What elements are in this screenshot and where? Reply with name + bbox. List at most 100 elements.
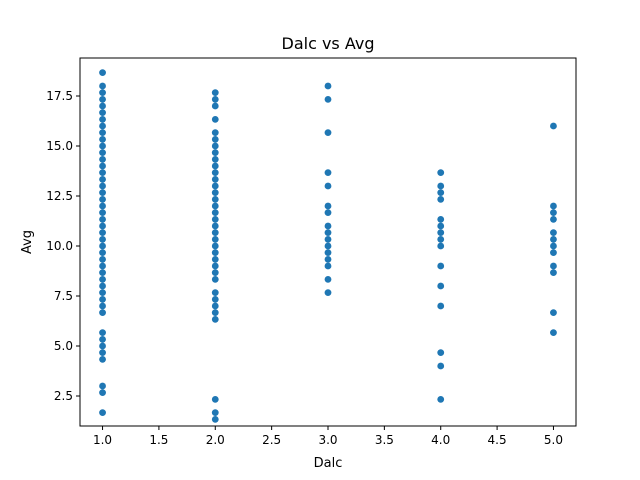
- data-point: [550, 236, 557, 243]
- data-point: [211, 416, 219, 423]
- data-point: [99, 262, 106, 270]
- data-point: [99, 169, 106, 177]
- data-point: [211, 409, 219, 416]
- data-point: [550, 202, 557, 210]
- data-point: [211, 156, 219, 163]
- y-axis-ticks: 2.5 5.0 7.5 10.0 12.5 15.0 17.5: [46, 89, 80, 403]
- data-point: [99, 236, 106, 243]
- y-tick-label: 10.0: [46, 239, 73, 253]
- data-point: [324, 202, 332, 210]
- data-point: [211, 209, 219, 217]
- x-tick-label: 5.0: [544, 433, 563, 447]
- data-point: [211, 249, 219, 256]
- data-point: [99, 176, 106, 183]
- data-point: [211, 216, 219, 223]
- data-point: [211, 316, 219, 323]
- data-point: [437, 216, 445, 223]
- chart-title: Dalc vs Avg: [282, 34, 375, 53]
- data-point: [437, 236, 445, 243]
- data-point: [99, 142, 106, 150]
- data-point: [211, 296, 219, 303]
- data-point: [324, 169, 332, 177]
- data-point: [99, 136, 106, 143]
- data-point: [550, 329, 557, 336]
- y-tick-label: 15.0: [46, 139, 73, 153]
- data-point: [99, 109, 106, 116]
- data-point: [99, 122, 106, 130]
- data-point: [99, 196, 106, 203]
- data-point: [99, 229, 106, 237]
- data-point: [99, 89, 106, 96]
- data-point: [211, 196, 219, 203]
- data-point: [99, 202, 106, 210]
- data-point: [211, 89, 219, 96]
- data-point: [324, 289, 332, 296]
- data-point: [99, 129, 106, 137]
- data-point: [437, 302, 445, 310]
- data-point: [437, 196, 445, 203]
- data-point: [99, 242, 106, 250]
- data-point: [99, 309, 106, 316]
- x-tick-label: 4.5: [488, 433, 507, 447]
- data-point: [324, 229, 332, 237]
- data-point: [99, 82, 106, 90]
- data-point: [211, 149, 219, 157]
- data-point: [550, 209, 557, 217]
- data-point: [211, 229, 219, 237]
- data-point: [324, 129, 332, 137]
- data-point: [99, 102, 106, 110]
- data-point: [550, 229, 557, 237]
- data-point: [437, 169, 445, 177]
- y-tick-label: 7.5: [54, 289, 73, 303]
- data-point: [99, 409, 106, 416]
- data-point: [550, 269, 557, 276]
- data-point: [211, 162, 219, 170]
- data-point: [99, 182, 106, 190]
- data-point: [99, 282, 106, 290]
- data-point: [99, 162, 106, 170]
- data-point: [324, 182, 332, 190]
- data-point: [324, 249, 332, 256]
- data-point: [99, 269, 106, 276]
- data-point: [99, 349, 106, 356]
- data-point: [211, 242, 219, 250]
- x-tick-label: 1.5: [149, 433, 168, 447]
- data-point: [211, 176, 219, 183]
- data-point: [211, 116, 219, 123]
- data-point: [550, 262, 557, 270]
- data-point: [324, 262, 332, 270]
- x-axis-label: Dalc: [314, 456, 343, 471]
- data-point: [99, 302, 106, 310]
- data-point: [211, 302, 219, 310]
- data-point: [99, 289, 106, 296]
- data-point: [437, 222, 445, 230]
- data-point: [211, 289, 219, 296]
- data-point: [437, 282, 445, 290]
- data-point: [99, 296, 106, 303]
- data-point: [437, 229, 445, 237]
- data-point: [211, 256, 219, 263]
- data-point: [99, 249, 106, 256]
- y-tick-label: 5.0: [54, 339, 73, 353]
- x-tick-label: 4.0: [431, 433, 450, 447]
- data-point: [550, 309, 557, 316]
- data-point: [437, 349, 445, 356]
- data-point: [211, 142, 219, 150]
- y-tick-label: 12.5: [46, 189, 73, 203]
- data-point: [99, 209, 106, 217]
- x-tick-label: 1.0: [93, 433, 112, 447]
- data-point: [324, 96, 332, 103]
- data-point: [324, 256, 332, 263]
- data-point: [99, 216, 106, 223]
- data-point: [437, 189, 445, 197]
- data-point: [211, 309, 219, 316]
- data-point: [99, 149, 106, 157]
- data-point: [211, 129, 219, 137]
- data-point: [550, 242, 557, 250]
- data-point: [211, 102, 219, 110]
- data-point: [437, 362, 445, 370]
- data-point: [324, 82, 332, 90]
- data-point: [211, 182, 219, 190]
- x-tick-label: 3.0: [318, 433, 337, 447]
